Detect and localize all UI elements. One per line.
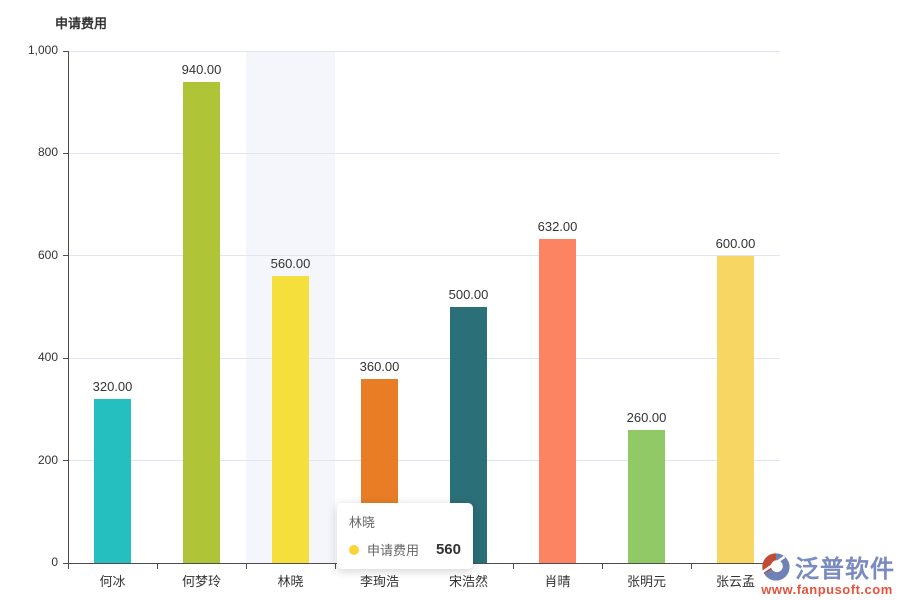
bar-value-label: 560.00: [270, 256, 311, 272]
logo-row: 泛普软件: [759, 549, 895, 584]
y-axis-label: 600: [37, 247, 58, 262]
x-axis-label-李珣浩: 李珣浩: [359, 574, 399, 589]
bar-value-label: 320.00: [92, 379, 133, 395]
x-axis-label-肖晴: 肖晴: [544, 574, 571, 589]
y-axis-tick: [63, 357, 68, 359]
y-axis-label: 200: [37, 452, 58, 467]
logo-url: www.fanpusoft.com: [761, 582, 893, 597]
tooltip-category: 林晓: [349, 515, 376, 530]
x-axis-tick: [691, 564, 692, 569]
gridline: [68, 152, 780, 154]
bar-肖晴[interactable]: [539, 239, 576, 563]
bar-value-label: 940.00: [181, 61, 222, 77]
y-axis-tick: [63, 152, 68, 154]
bar-林晓[interactable]: [272, 276, 309, 563]
y-axis-tick: [63, 50, 68, 52]
y-axis-line: [68, 51, 69, 563]
x-axis-tick: [246, 564, 247, 569]
x-axis-tick: [157, 564, 158, 569]
x-axis-label-宋浩然: 宋浩然: [448, 574, 488, 589]
y-axis-label: 800: [37, 145, 58, 160]
bar-value-label: 632.00: [537, 219, 578, 235]
chart-title: 申请费用: [55, 16, 108, 31]
x-axis-tick: [602, 564, 603, 569]
y-axis-tick: [63, 460, 68, 462]
bar-张云孟[interactable]: [717, 255, 754, 563]
bar-value-label: 360.00: [359, 358, 400, 374]
tooltip-series-name: 申请费用: [367, 543, 420, 558]
y-axis-tick: [63, 255, 68, 257]
series-marker-icon: [349, 544, 359, 555]
logo-name: 泛普软件: [795, 556, 895, 583]
x-axis-label-何梦玲: 何梦玲: [181, 574, 221, 589]
gridline: [68, 50, 780, 52]
y-axis-label: 1,000: [27, 43, 58, 57]
x-axis-label-林晓: 林晓: [277, 574, 304, 589]
x-axis-tick: [513, 564, 514, 569]
bar-value-label: 500.00: [448, 287, 489, 302]
tooltip: 林晓 申请费用 560: [337, 503, 473, 569]
x-axis-tick: [335, 564, 336, 569]
bar-何梦玲[interactable]: [183, 81, 220, 563]
bar-value-label: 600.00: [715, 235, 756, 251]
bar-何冰[interactable]: [94, 399, 131, 563]
x-axis-label-张云孟: 张云孟: [715, 574, 755, 589]
fanpu-logo-link[interactable]: 泛普软件 www.fanpusoft.com: [759, 549, 895, 597]
bar-value-label: 260.00: [626, 409, 667, 425]
y-axis-label: 400: [37, 350, 58, 365]
x-axis-label-张明元: 张明元: [626, 574, 666, 589]
bar-张明元[interactable]: [628, 429, 665, 563]
x-axis-tick: [68, 564, 69, 569]
x-axis-label-何冰: 何冰: [99, 574, 126, 589]
gridline: [68, 357, 780, 359]
y-axis-tick: [63, 562, 68, 564]
y-axis-label: 0: [51, 555, 58, 569]
gridline: [68, 460, 780, 462]
gridline: [68, 255, 780, 257]
tooltip-value: 560: [435, 541, 461, 558]
fanpu-swirl-icon: [759, 550, 793, 584]
tooltip-series-row: 申请费用 560: [349, 540, 461, 559]
